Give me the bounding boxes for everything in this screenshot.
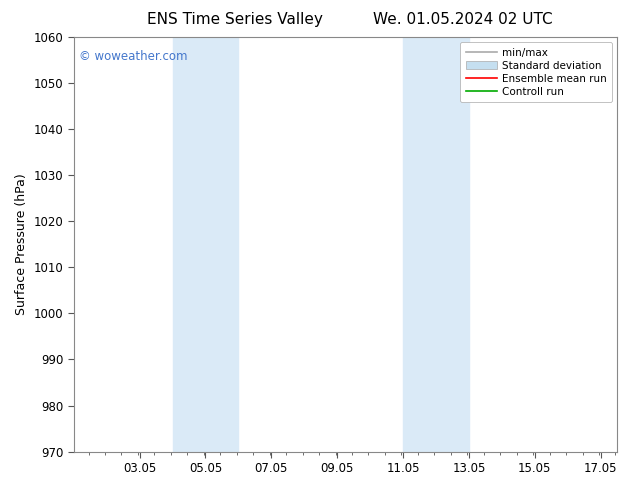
Y-axis label: Surface Pressure (hPa): Surface Pressure (hPa): [15, 173, 28, 315]
Legend: min/max, Standard deviation, Ensemble mean run, Controll run: min/max, Standard deviation, Ensemble me…: [460, 42, 612, 102]
Text: © woweather.com: © woweather.com: [79, 49, 188, 63]
Text: We. 01.05.2024 02 UTC: We. 01.05.2024 02 UTC: [373, 12, 553, 27]
Bar: [172, 37, 238, 452]
Bar: [403, 37, 469, 452]
Text: ENS Time Series Valley: ENS Time Series Valley: [146, 12, 323, 27]
